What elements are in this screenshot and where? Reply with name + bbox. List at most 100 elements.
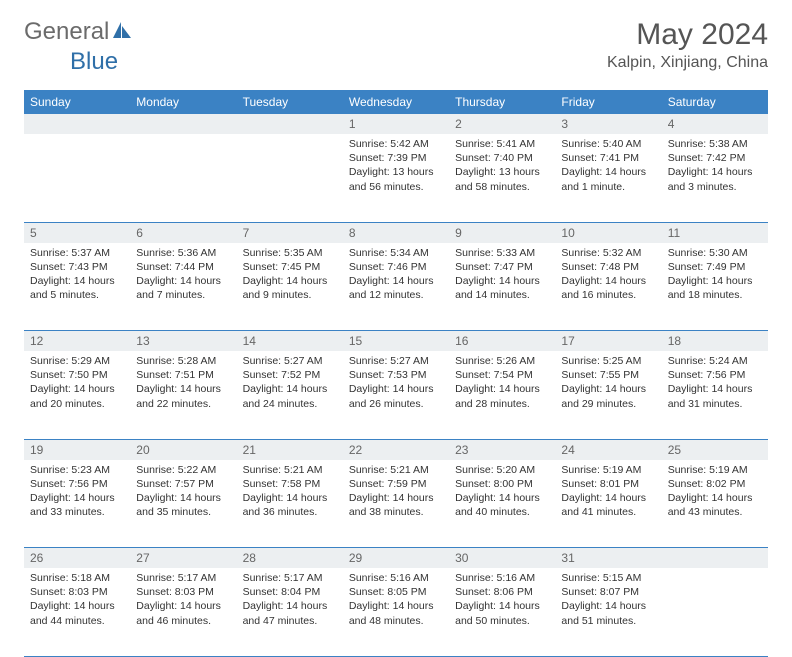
calendar-cell: Sunrise: 5:22 AMSunset: 7:57 PMDaylight:… [130, 460, 236, 548]
day-number: 28 [237, 548, 343, 568]
day-number: 13 [130, 331, 236, 351]
month-title: May 2024 [607, 18, 768, 52]
calendar-cell: Sunrise: 5:42 AMSunset: 7:39 PMDaylight:… [343, 134, 449, 222]
calendar-cell: Sunrise: 5:27 AMSunset: 7:52 PMDaylight:… [237, 351, 343, 439]
calendar-cell: Sunrise: 5:38 AMSunset: 7:42 PMDaylight:… [662, 134, 768, 222]
calendar-cell: Sunrise: 5:18 AMSunset: 8:03 PMDaylight:… [24, 568, 130, 656]
calendar-cell: Sunrise: 5:17 AMSunset: 8:03 PMDaylight:… [130, 568, 236, 656]
day-number-empty [662, 548, 768, 568]
day-content-row: Sunrise: 5:29 AMSunset: 7:50 PMDaylight:… [24, 351, 768, 439]
day-details: Sunrise: 5:21 AMSunset: 7:59 PMDaylight:… [343, 460, 449, 526]
location-label: Kalpin, Xinjiang, China [607, 54, 768, 72]
day-number: 16 [449, 331, 555, 351]
day-details: Sunrise: 5:33 AMSunset: 7:47 PMDaylight:… [449, 243, 555, 309]
calendar-cell: Sunrise: 5:20 AMSunset: 8:00 PMDaylight:… [449, 460, 555, 548]
calendar-cell: Sunrise: 5:21 AMSunset: 7:59 PMDaylight:… [343, 460, 449, 548]
weekday-header: Tuesday [237, 90, 343, 114]
calendar-cell: Sunrise: 5:33 AMSunset: 7:47 PMDaylight:… [449, 243, 555, 331]
day-number: 2 [449, 114, 555, 134]
day-content-row: Sunrise: 5:42 AMSunset: 7:39 PMDaylight:… [24, 134, 768, 222]
day-details: Sunrise: 5:23 AMSunset: 7:56 PMDaylight:… [24, 460, 130, 526]
calendar-cell: Sunrise: 5:28 AMSunset: 7:51 PMDaylight:… [130, 351, 236, 439]
day-number: 29 [343, 548, 449, 568]
day-details: Sunrise: 5:41 AMSunset: 7:40 PMDaylight:… [449, 134, 555, 200]
day-number: 14 [237, 331, 343, 351]
day-details: Sunrise: 5:17 AMSunset: 8:03 PMDaylight:… [130, 568, 236, 634]
day-number: 22 [343, 440, 449, 460]
day-details: Sunrise: 5:34 AMSunset: 7:46 PMDaylight:… [343, 243, 449, 309]
day-details: Sunrise: 5:16 AMSunset: 8:05 PMDaylight:… [343, 568, 449, 634]
day-number: 8 [343, 223, 449, 243]
day-number: 4 [662, 114, 768, 134]
day-number-row: 1234 [24, 114, 768, 134]
calendar-cell: Sunrise: 5:23 AMSunset: 7:56 PMDaylight:… [24, 460, 130, 548]
day-number: 17 [555, 331, 661, 351]
day-number: 5 [24, 223, 130, 243]
day-details: Sunrise: 5:19 AMSunset: 8:02 PMDaylight:… [662, 460, 768, 526]
calendar-table: SundayMondayTuesdayWednesdayThursdayFrid… [24, 90, 768, 657]
calendar-cell-empty [662, 568, 768, 656]
calendar-cell: Sunrise: 5:15 AMSunset: 8:07 PMDaylight:… [555, 568, 661, 656]
day-details: Sunrise: 5:37 AMSunset: 7:43 PMDaylight:… [24, 243, 130, 309]
calendar-cell: Sunrise: 5:41 AMSunset: 7:40 PMDaylight:… [449, 134, 555, 222]
day-details: Sunrise: 5:32 AMSunset: 7:48 PMDaylight:… [555, 243, 661, 309]
sail-icon [111, 20, 133, 45]
day-number: 6 [130, 223, 236, 243]
calendar-cell: Sunrise: 5:24 AMSunset: 7:56 PMDaylight:… [662, 351, 768, 439]
day-number-row: 19202122232425 [24, 439, 768, 460]
calendar-cell: Sunrise: 5:17 AMSunset: 8:04 PMDaylight:… [237, 568, 343, 656]
day-number: 10 [555, 223, 661, 243]
day-details: Sunrise: 5:38 AMSunset: 7:42 PMDaylight:… [662, 134, 768, 200]
day-details: Sunrise: 5:27 AMSunset: 7:53 PMDaylight:… [343, 351, 449, 417]
calendar-cell: Sunrise: 5:19 AMSunset: 8:01 PMDaylight:… [555, 460, 661, 548]
day-number-row: 12131415161718 [24, 331, 768, 352]
calendar-cell: Sunrise: 5:40 AMSunset: 7:41 PMDaylight:… [555, 134, 661, 222]
day-details: Sunrise: 5:24 AMSunset: 7:56 PMDaylight:… [662, 351, 768, 417]
calendar-cell: Sunrise: 5:32 AMSunset: 7:48 PMDaylight:… [555, 243, 661, 331]
calendar-cell: Sunrise: 5:34 AMSunset: 7:46 PMDaylight:… [343, 243, 449, 331]
calendar-cell: Sunrise: 5:36 AMSunset: 7:44 PMDaylight:… [130, 243, 236, 331]
calendar-cell: Sunrise: 5:19 AMSunset: 8:02 PMDaylight:… [662, 460, 768, 548]
calendar-cell: Sunrise: 5:30 AMSunset: 7:49 PMDaylight:… [662, 243, 768, 331]
day-number: 7 [237, 223, 343, 243]
day-details: Sunrise: 5:30 AMSunset: 7:49 PMDaylight:… [662, 243, 768, 309]
day-number: 21 [237, 440, 343, 460]
day-number: 19 [24, 440, 130, 460]
day-number: 30 [449, 548, 555, 568]
day-details: Sunrise: 5:27 AMSunset: 7:52 PMDaylight:… [237, 351, 343, 417]
day-details: Sunrise: 5:28 AMSunset: 7:51 PMDaylight:… [130, 351, 236, 417]
brand-logo: General [24, 18, 135, 46]
day-details: Sunrise: 5:21 AMSunset: 7:58 PMDaylight:… [237, 460, 343, 526]
day-number-row: 262728293031 [24, 548, 768, 569]
day-number-row: 567891011 [24, 222, 768, 243]
day-number: 27 [130, 548, 236, 568]
day-number-empty [237, 114, 343, 134]
weekday-header: Monday [130, 90, 236, 114]
day-number: 18 [662, 331, 768, 351]
day-details: Sunrise: 5:26 AMSunset: 7:54 PMDaylight:… [449, 351, 555, 417]
day-number-empty [130, 114, 236, 134]
day-number-empty [24, 114, 130, 134]
weekday-header: Saturday [662, 90, 768, 114]
day-details: Sunrise: 5:35 AMSunset: 7:45 PMDaylight:… [237, 243, 343, 309]
day-content-row: Sunrise: 5:37 AMSunset: 7:43 PMDaylight:… [24, 243, 768, 331]
day-details: Sunrise: 5:16 AMSunset: 8:06 PMDaylight:… [449, 568, 555, 634]
calendar-cell: Sunrise: 5:16 AMSunset: 8:05 PMDaylight:… [343, 568, 449, 656]
day-details: Sunrise: 5:40 AMSunset: 7:41 PMDaylight:… [555, 134, 661, 200]
calendar-cell: Sunrise: 5:21 AMSunset: 7:58 PMDaylight:… [237, 460, 343, 548]
calendar-cell-empty [24, 134, 130, 222]
day-number: 9 [449, 223, 555, 243]
day-details: Sunrise: 5:42 AMSunset: 7:39 PMDaylight:… [343, 134, 449, 200]
day-details: Sunrise: 5:29 AMSunset: 7:50 PMDaylight:… [24, 351, 130, 417]
day-number: 12 [24, 331, 130, 351]
brand-word1: General [24, 18, 109, 46]
day-number: 3 [555, 114, 661, 134]
brand-word2: Blue [70, 48, 118, 75]
day-content-row: Sunrise: 5:18 AMSunset: 8:03 PMDaylight:… [24, 568, 768, 656]
day-details: Sunrise: 5:20 AMSunset: 8:00 PMDaylight:… [449, 460, 555, 526]
weekday-header: Wednesday [343, 90, 449, 114]
weekday-header-row: SundayMondayTuesdayWednesdayThursdayFrid… [24, 90, 768, 114]
calendar-cell: Sunrise: 5:25 AMSunset: 7:55 PMDaylight:… [555, 351, 661, 439]
day-details: Sunrise: 5:15 AMSunset: 8:07 PMDaylight:… [555, 568, 661, 634]
day-details: Sunrise: 5:22 AMSunset: 7:57 PMDaylight:… [130, 460, 236, 526]
